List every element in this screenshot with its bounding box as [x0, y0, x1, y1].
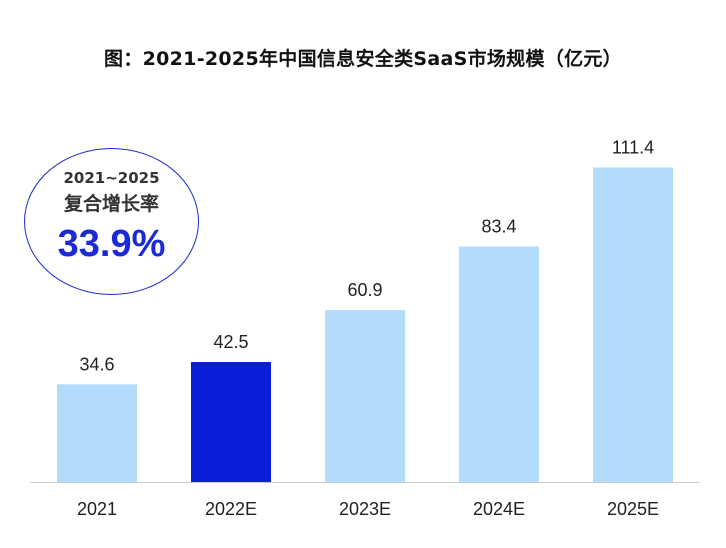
cagr-label: 复合增长率: [63, 193, 159, 215]
x-tick-label: 2021: [77, 499, 117, 519]
cagr-badge: 2021~2025 复合增长率 33.9%: [24, 148, 199, 295]
data-label: 42.5: [213, 332, 248, 352]
bar-2025e: [593, 167, 673, 483]
bar-2021: [57, 384, 137, 482]
data-label: 83.4: [481, 217, 516, 237]
cagr-value: 33.9%: [57, 223, 166, 265]
x-tick-label: 2025E: [607, 499, 659, 519]
data-label: 111.4: [612, 138, 654, 158]
data-label: 34.6: [79, 354, 114, 374]
x-tick-label: 2024E: [473, 499, 525, 519]
bar-2023e: [325, 310, 405, 482]
data-label: 60.9: [347, 280, 382, 300]
x-tick-label: 2023E: [339, 499, 391, 519]
chart-title: 图：2021-2025年中国信息安全类SaaS市场规模（亿元）: [104, 48, 622, 70]
cagr-period: 2021~2025: [63, 169, 160, 187]
bar-2024e: [459, 246, 539, 482]
bar-2022e: [191, 362, 271, 482]
x-tick-label: 2022E: [205, 499, 257, 519]
